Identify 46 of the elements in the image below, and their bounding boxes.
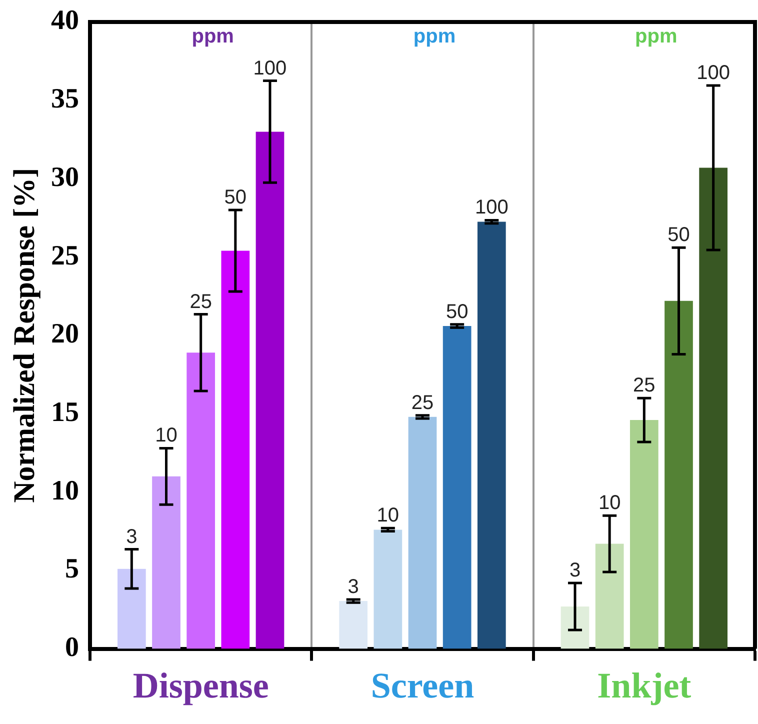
y-tick-label: 25 xyxy=(51,240,79,272)
y-tick-label: 0 xyxy=(65,632,79,664)
y-tick-label: 15 xyxy=(51,396,79,428)
series-label: 25 xyxy=(411,392,434,414)
bar xyxy=(374,530,402,649)
annotation: ppm xyxy=(413,26,456,48)
text: 100 xyxy=(253,57,287,80)
series-label: 100 xyxy=(474,196,508,219)
series-label: 3 xyxy=(348,576,359,598)
y-tick-label: 10 xyxy=(51,475,79,506)
series-label: 50 xyxy=(446,300,468,323)
series-label: 10 xyxy=(376,504,400,527)
text: 50 xyxy=(224,186,247,209)
x-tick-label: Screen xyxy=(370,666,474,706)
text: 100 xyxy=(696,62,730,84)
y-tick-label: 20 xyxy=(51,318,79,350)
annotation: ppm xyxy=(635,26,678,48)
y-tick-label: 35 xyxy=(51,84,79,115)
annotation: ppm xyxy=(192,26,234,48)
bar xyxy=(699,168,728,649)
text: 25 xyxy=(633,374,656,397)
bar xyxy=(339,601,368,649)
bar xyxy=(117,568,146,649)
y-tick-label: 40 xyxy=(51,5,79,36)
y-axis-title: Normalized Response [%] xyxy=(8,168,41,503)
bar xyxy=(186,352,216,649)
text: 10 xyxy=(598,492,621,514)
text: 3 xyxy=(126,526,138,548)
y-tick-label: 5 xyxy=(65,554,79,585)
x-tick-label: Inkjet xyxy=(597,666,692,706)
bar xyxy=(442,326,472,649)
bar xyxy=(256,132,284,649)
bar xyxy=(664,300,693,649)
bar xyxy=(630,420,658,649)
bar xyxy=(408,416,437,649)
text: 25 xyxy=(190,290,212,313)
bar xyxy=(477,222,506,649)
bar xyxy=(152,476,180,649)
bar xyxy=(560,606,590,649)
text: 50 xyxy=(668,224,690,246)
y-tick-label: 30 xyxy=(51,162,79,193)
x-tick-label: Dispense xyxy=(132,666,269,706)
text: 3 xyxy=(569,560,581,582)
bar xyxy=(595,544,624,649)
text: 10 xyxy=(155,424,178,447)
bar xyxy=(221,250,250,649)
